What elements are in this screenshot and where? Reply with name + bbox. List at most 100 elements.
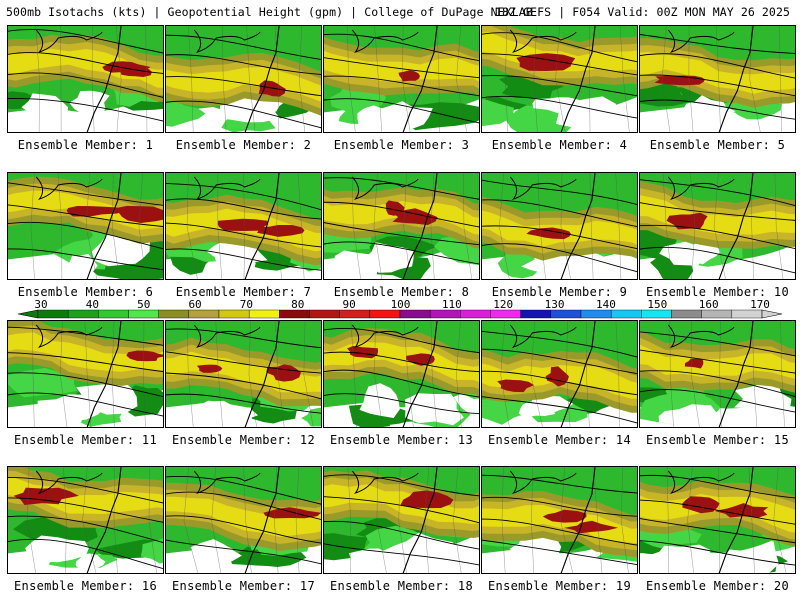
ensemble-member-map-8 — [323, 172, 480, 280]
isotach-field — [166, 26, 321, 132]
ensemble-member-map-16 — [7, 466, 164, 574]
colorbar-tick-label: 170 — [750, 298, 770, 311]
ensemble-member-label: Ensemble Member: 18 — [330, 579, 473, 593]
colorbar-segment — [309, 309, 340, 319]
ensemble-member-map-18 — [323, 466, 480, 574]
colorbar-tick-label: 150 — [647, 298, 668, 311]
colorbar-segment — [610, 309, 642, 319]
isotach-field — [640, 321, 795, 427]
colorbar-segment — [128, 309, 159, 319]
ensemble-member-label: Ensemble Member: 20 — [646, 579, 789, 593]
ensemble-member-map-9 — [481, 172, 638, 280]
isotach-field — [8, 467, 163, 573]
colorbar-segment — [188, 309, 220, 319]
ensemble-member-map-3 — [323, 25, 480, 133]
map-header: 500mb Isotachs (kts) | Geopotential Heig… — [6, 5, 796, 21]
ensemble-member-label: Ensemble Member: 5 — [649, 138, 786, 152]
ensemble-member-map-17 — [165, 466, 322, 574]
colorbar-segment — [731, 309, 763, 319]
isotach-field — [324, 26, 479, 132]
colorbar-tick-label: 50 — [137, 298, 151, 311]
colorbar-segment — [520, 309, 552, 319]
isotach-field — [482, 26, 637, 132]
colorbar-tick-label: 80 — [291, 298, 305, 311]
isotach-field — [482, 173, 637, 279]
colorbar-segment — [339, 309, 371, 319]
header-valid-time: 18Z GEFS | F054 Valid: 00Z MON MAY 26 20… — [495, 5, 790, 19]
isotach-field — [482, 321, 637, 427]
colorbar-tick-label: 160 — [698, 298, 719, 311]
isotach-field — [324, 321, 479, 427]
colorbar-tick-label: 90 — [342, 298, 356, 311]
colorbar-segment — [67, 309, 99, 319]
colorbar-segment — [279, 309, 310, 319]
ensemble-member-label: Ensemble Member: 6 — [17, 285, 154, 299]
colorbar-segment — [490, 309, 521, 319]
isotach-field — [8, 173, 163, 279]
colorbar-tick-label: 100 — [390, 298, 411, 311]
ensemble-member-label: Ensemble Member: 15 — [646, 433, 789, 447]
ensemble-member-label: Ensemble Member: 14 — [488, 433, 631, 447]
colorbar-left-arrow — [17, 309, 39, 319]
colorbar-segment — [460, 309, 491, 319]
colorbar-segment — [701, 309, 733, 319]
colorbar-segment — [248, 309, 280, 319]
isotach-field — [8, 26, 163, 132]
ensemble-member-label: Ensemble Member: 3 — [333, 138, 470, 152]
colorbar-segment — [369, 309, 401, 319]
colorbar-segment — [641, 309, 672, 319]
ensemble-member-label: Ensemble Member: 8 — [333, 285, 470, 299]
colorbar-tick-label: 60 — [188, 298, 202, 311]
colorbar-tick-label: 110 — [441, 298, 462, 311]
colorbar-tick-label: 140 — [595, 298, 616, 311]
ensemble-member-label: Ensemble Member: 1 — [17, 138, 154, 152]
colorbar-tick-label: 40 — [85, 298, 99, 311]
colorbar-tick-label: 70 — [239, 298, 254, 311]
isotach-field — [166, 173, 321, 279]
colorbar-segment — [671, 309, 702, 319]
ensemble-member-label: Ensemble Member: 10 — [646, 285, 789, 299]
isotach-field — [166, 321, 321, 427]
ensemble-member-map-5 — [639, 25, 796, 133]
ensemble-member-map-6 — [7, 172, 164, 280]
ensemble-member-label: Ensemble Member: 11 — [14, 433, 157, 447]
ensemble-member-map-7 — [165, 172, 322, 280]
colorbar-segment — [550, 309, 582, 319]
header-title: 500mb Isotachs (kts) | Geopotential Heig… — [6, 5, 533, 19]
colorbar-tick-label: 120 — [493, 298, 514, 311]
isotach-field — [482, 467, 637, 573]
colorbar-segment — [158, 309, 190, 319]
ensemble-member-map-2 — [165, 25, 322, 133]
colorbar-segment — [399, 309, 431, 319]
isotach-field — [640, 26, 795, 132]
ensemble-member-map-11 — [7, 320, 164, 428]
isotach-colorbar — [17, 309, 783, 319]
ensemble-member-label: Ensemble Member: 2 — [175, 138, 312, 152]
ensemble-member-map-1 — [7, 25, 164, 133]
ensemble-member-label: Ensemble Member: 17 — [172, 579, 315, 593]
ensemble-member-map-20 — [639, 466, 796, 574]
colorbar-segment — [98, 309, 129, 319]
colorbar-segment — [580, 309, 612, 319]
isotach-field — [640, 173, 795, 279]
ensemble-member-label: Ensemble Member: 9 — [491, 285, 628, 299]
ensemble-member-label: Ensemble Member: 19 — [488, 579, 631, 593]
isotach-field — [166, 467, 321, 573]
ensemble-member-label: Ensemble Member: 13 — [330, 433, 473, 447]
ensemble-member-map-10 — [639, 172, 796, 280]
isotach-field — [8, 321, 163, 427]
colorbar-segment — [37, 309, 69, 319]
ensemble-member-map-4 — [481, 25, 638, 133]
ensemble-member-label: Ensemble Member: 12 — [172, 433, 315, 447]
colorbar-segment — [429, 309, 461, 319]
colorbar-right-arrow — [761, 309, 783, 319]
ensemble-member-label: Ensemble Member: 4 — [491, 138, 628, 152]
ensemble-member-map-13 — [323, 320, 480, 428]
ensemble-member-label: Ensemble Member: 16 — [14, 579, 157, 593]
ensemble-member-map-19 — [481, 466, 638, 574]
isotach-field — [324, 173, 479, 279]
colorbar-segment — [218, 309, 250, 319]
isotach-field — [324, 467, 479, 573]
colorbar-tick-label: 130 — [544, 298, 565, 311]
isotach-field — [640, 467, 795, 573]
